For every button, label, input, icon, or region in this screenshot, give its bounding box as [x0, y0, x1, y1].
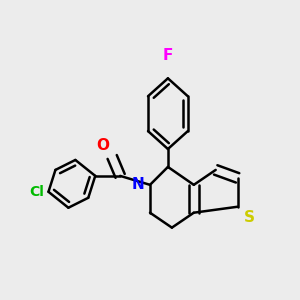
- Text: Cl: Cl: [29, 185, 44, 199]
- Text: S: S: [244, 210, 255, 225]
- Text: O: O: [96, 138, 109, 153]
- Text: N: N: [132, 177, 145, 192]
- Text: F: F: [163, 48, 173, 63]
